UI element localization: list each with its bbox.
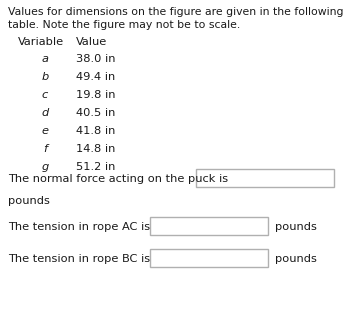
- Text: 19.8 in: 19.8 in: [76, 90, 116, 100]
- Text: The tension in rope BC is: The tension in rope BC is: [8, 254, 150, 264]
- Text: table. Note the figure may not be to scale.: table. Note the figure may not be to sca…: [8, 20, 240, 30]
- Text: The normal force acting on the puck is: The normal force acting on the puck is: [8, 174, 228, 184]
- Text: c: c: [42, 90, 48, 100]
- Bar: [150, 217, 268, 235]
- Text: The tension in rope AC is: The tension in rope AC is: [8, 222, 150, 232]
- Text: 38.0 in: 38.0 in: [76, 54, 116, 64]
- Bar: [196, 169, 334, 187]
- Text: pounds: pounds: [275, 222, 317, 232]
- Text: g: g: [41, 162, 49, 172]
- Text: 51.2 in: 51.2 in: [76, 162, 116, 172]
- Text: d: d: [41, 108, 49, 118]
- Text: b: b: [41, 72, 49, 82]
- Text: a: a: [42, 54, 49, 64]
- Text: f: f: [43, 144, 47, 154]
- Text: Value: Value: [76, 37, 107, 47]
- Text: 40.5 in: 40.5 in: [76, 108, 116, 118]
- Text: e: e: [42, 126, 49, 136]
- Text: 14.8 in: 14.8 in: [76, 144, 116, 154]
- Text: 41.8 in: 41.8 in: [76, 126, 116, 136]
- Text: 49.4 in: 49.4 in: [76, 72, 115, 82]
- Text: Variable: Variable: [18, 37, 64, 47]
- Text: pounds: pounds: [8, 196, 50, 206]
- Text: pounds: pounds: [275, 254, 317, 264]
- Bar: [150, 249, 268, 267]
- Text: Values for dimensions on the figure are given in the following: Values for dimensions on the figure are …: [8, 7, 343, 17]
